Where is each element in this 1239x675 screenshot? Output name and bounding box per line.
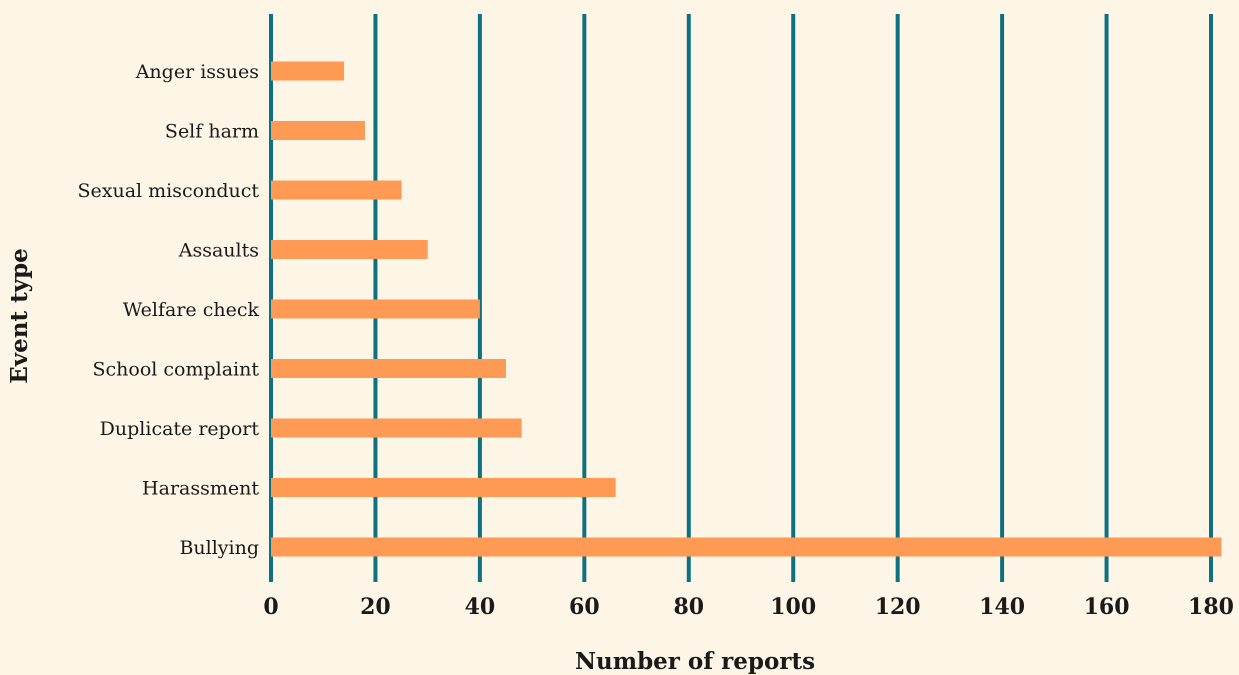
x-tick-label: 120 <box>875 594 921 620</box>
x-tick-label: 80 <box>673 594 704 620</box>
bar-assaults <box>271 240 428 259</box>
bar-self-harm <box>271 121 365 140</box>
x-tick-label: 60 <box>569 594 600 620</box>
x-tick-label: 0 <box>263 594 278 620</box>
gridlines <box>269 14 1213 582</box>
category-label: Anger issues <box>135 61 259 83</box>
x-tick-label: 180 <box>1188 594 1234 620</box>
bar-harassment <box>271 478 616 497</box>
category-label: Welfare check <box>123 299 260 321</box>
bar-school-complaint <box>271 359 506 378</box>
x-tick-label: 100 <box>770 594 816 620</box>
bars <box>271 61 1222 557</box>
bar-sexual-misconduct <box>271 180 402 200</box>
bar-duplicate-report <box>271 418 522 438</box>
category-label: Assaults <box>178 240 259 262</box>
category-label: Harassment <box>142 478 259 500</box>
x-tick-label: 20 <box>360 594 391 620</box>
category-label: Self harm <box>165 121 259 143</box>
category-labels: Bullying Harassment Duplicate report School… <box>78 61 260 559</box>
y-axis-title: Event type <box>6 248 33 384</box>
x-tick-label: 160 <box>1084 594 1130 620</box>
category-label: Duplicate report <box>100 418 260 440</box>
x-tick-label: 40 <box>465 594 496 620</box>
x-tick-label: 140 <box>979 594 1025 620</box>
category-label: Bullying <box>179 537 259 559</box>
x-axis-title: Number of reports <box>575 648 815 675</box>
bar-bullying <box>271 537 1222 557</box>
category-label: Sexual misconduct <box>78 180 260 202</box>
bar-welfare-check <box>271 299 480 319</box>
x-tick-labels: 0 20 40 60 80 100 120 140 160 180 <box>263 594 1234 620</box>
category-label: School complaint <box>92 359 259 381</box>
bar-anger-issues <box>271 61 345 81</box>
